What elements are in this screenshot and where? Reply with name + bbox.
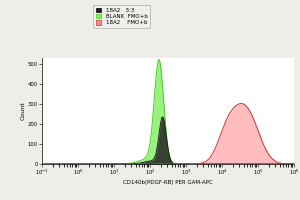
- Legend: 18A2   3:3, BLANK  FMO+b, 18A2    FMO+b: 18A2 3:3, BLANK FMO+b, 18A2 FMO+b: [93, 5, 150, 28]
- X-axis label: CD140b(PDGF-RB) PER GAM-APC: CD140b(PDGF-RB) PER GAM-APC: [123, 180, 213, 185]
- Y-axis label: Count: Count: [21, 102, 26, 120]
